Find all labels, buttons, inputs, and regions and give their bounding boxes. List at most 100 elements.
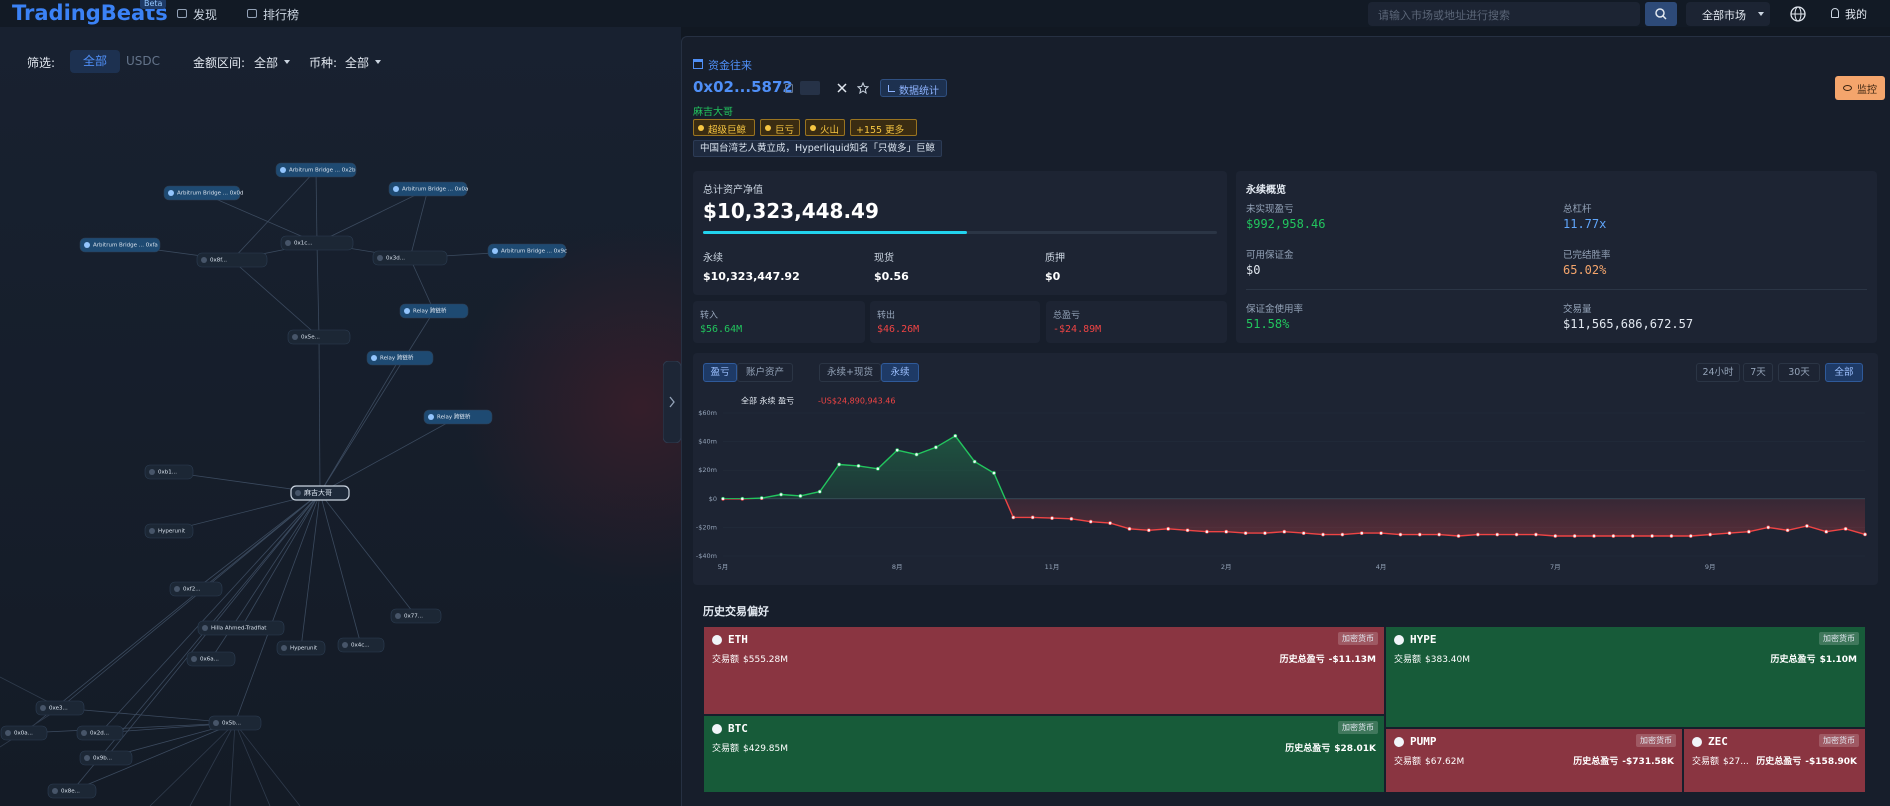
user-icon (1831, 8, 1839, 18)
tab[interactable]: 账户资产 (737, 363, 793, 382)
filter-option[interactable]: USDC (126, 54, 161, 68)
node-icon (174, 586, 180, 592)
handle-arrow (669, 396, 675, 408)
volume-row: 交易额 $429.85M (712, 741, 788, 754)
coin-icon (712, 724, 722, 734)
pnl-point (1553, 534, 1558, 538)
volume-row: 交易额 $383.40M (1394, 652, 1470, 665)
graph-node (196, 252, 268, 268)
market-select[interactable]: 全部市场 (1686, 2, 1770, 26)
node-icon (295, 490, 301, 496)
tag-label: +155 更多 (856, 125, 905, 136)
graph-edge (149, 722, 236, 806)
flow-value: $56.64M (700, 324, 743, 335)
tab[interactable]: 全部 (1825, 363, 1863, 382)
monitor-button[interactable]: 监控 (1835, 76, 1885, 100)
caret (284, 60, 290, 64)
star-icon (857, 82, 869, 94)
pnl-point (934, 445, 938, 450)
coin-icon (712, 635, 722, 645)
treemap-tile[interactable]: ETH 加密货币 交易额 $555.28M 历史总盈亏 -$11.13M (704, 627, 1384, 714)
tab[interactable]: 24小时 (1696, 363, 1740, 382)
tag-icon (810, 125, 816, 131)
tab[interactable]: 永续 (881, 363, 919, 382)
coin-value[interactable]: 全部 (345, 56, 370, 70)
pnl-point (1185, 528, 1190, 533)
tag: 巨亏 (760, 119, 800, 136)
market-label: 全部市场 (1702, 9, 1746, 22)
pnl-point (740, 496, 745, 501)
x-tick-label: 11月 (1045, 563, 1060, 571)
amount-value[interactable]: 全部 (254, 56, 279, 70)
graph-edge (409, 188, 429, 259)
search-box[interactable]: 请输入市场或地址进行搜索 (1368, 2, 1640, 26)
pnl-point (1727, 531, 1732, 536)
pnl-point (721, 496, 725, 501)
perp-label: 交易量 (1563, 304, 1592, 315)
coin-icon (1692, 737, 1702, 747)
tag-label: 超级巨鲸 (708, 125, 747, 136)
pnl-label: 历史总盈亏 (1279, 655, 1325, 665)
account-link[interactable]: 我的 (1845, 8, 1867, 21)
tag-icon (698, 125, 704, 131)
node-label: 0x2d... (90, 731, 109, 737)
chart-icon (888, 85, 895, 92)
copy-icon[interactable] (785, 84, 793, 93)
volume-row: 交易额 $27... (1692, 754, 1749, 767)
volume-value: $429.85M (743, 744, 788, 754)
search-button (1645, 2, 1677, 26)
nav-icon (177, 9, 187, 18)
graph-node (47, 783, 97, 799)
tab[interactable]: 30天 (1778, 363, 1820, 382)
tab[interactable]: 盈亏 (703, 363, 737, 382)
coin-tag: 加密货币 (1636, 734, 1676, 747)
graph-edge (201, 192, 318, 244)
x-tick-label: 9月 (1705, 563, 1716, 571)
x-tick-label: 4月 (1376, 563, 1387, 571)
pnl-point (1650, 534, 1654, 538)
tag: +155 更多 (850, 119, 917, 136)
graph-edge (231, 169, 317, 261)
graph-node (372, 250, 448, 266)
flow-card: 转出 $46.26M (870, 301, 1040, 343)
treemap-tile[interactable]: BTC 加密货币 交易额 $429.85M 历史总盈亏 $28.01K (704, 716, 1384, 792)
node-label: 0x6a... (200, 657, 219, 663)
treemap-tile[interactable]: PUMP 加密货币 交易额 $67.62M 历史总盈亏 -$731.58K (1386, 729, 1682, 792)
filter-option-active[interactable]: 全部 (70, 50, 120, 73)
graph-node (35, 700, 85, 716)
graph-edge (195, 492, 321, 590)
node-icon (280, 167, 286, 173)
tab[interactable]: 7天 (1743, 363, 1773, 382)
pnl-point (1785, 528, 1790, 533)
perp-divider (1246, 289, 1867, 290)
graph-node (337, 637, 385, 653)
tab[interactable]: 永续+现货 (819, 363, 881, 382)
net-worth-title: 总计资产净值 (703, 185, 763, 196)
node-icon (168, 190, 174, 196)
flow-label: 总盈亏 (1053, 311, 1081, 321)
pnl-point (1611, 534, 1616, 538)
perp-label: 保证金使用率 (1246, 304, 1304, 315)
pnl-point (1204, 529, 1209, 534)
handle-bg (663, 361, 681, 443)
treemap-tile[interactable]: HYPE 加密货币 交易额 $383.40M 历史总盈亏 $1.10M (1386, 627, 1865, 727)
x-tick-label: 7月 (1550, 563, 1561, 571)
graph-edge (71, 722, 236, 792)
tag-icon (765, 125, 771, 131)
edit-button[interactable] (800, 81, 820, 95)
description-chip: 中国台湾艺人黄立成，Hyperliquid知名「只做多」巨鲸 (693, 140, 943, 157)
graph-edge (319, 492, 417, 617)
x-icon (837, 83, 847, 93)
pnl-point (798, 494, 803, 498)
nickname: 麻吉大哥 (693, 107, 733, 118)
pnl-point (1127, 526, 1132, 531)
nav-link[interactable]: 发现 (193, 8, 218, 22)
pnl-point (1534, 532, 1538, 537)
pnl-point (1301, 531, 1306, 536)
nav-link[interactable]: 排行榜 (263, 8, 300, 22)
volume-value: $555.28M (743, 655, 788, 665)
stats-button[interactable]: 数据统计 (880, 79, 947, 97)
graph-edge (315, 169, 318, 244)
treemap-tile[interactable]: ZEC 加密货币 交易额 $27... 历史总盈亏 -$158.90K (1684, 729, 1865, 792)
graph-node (366, 350, 434, 366)
